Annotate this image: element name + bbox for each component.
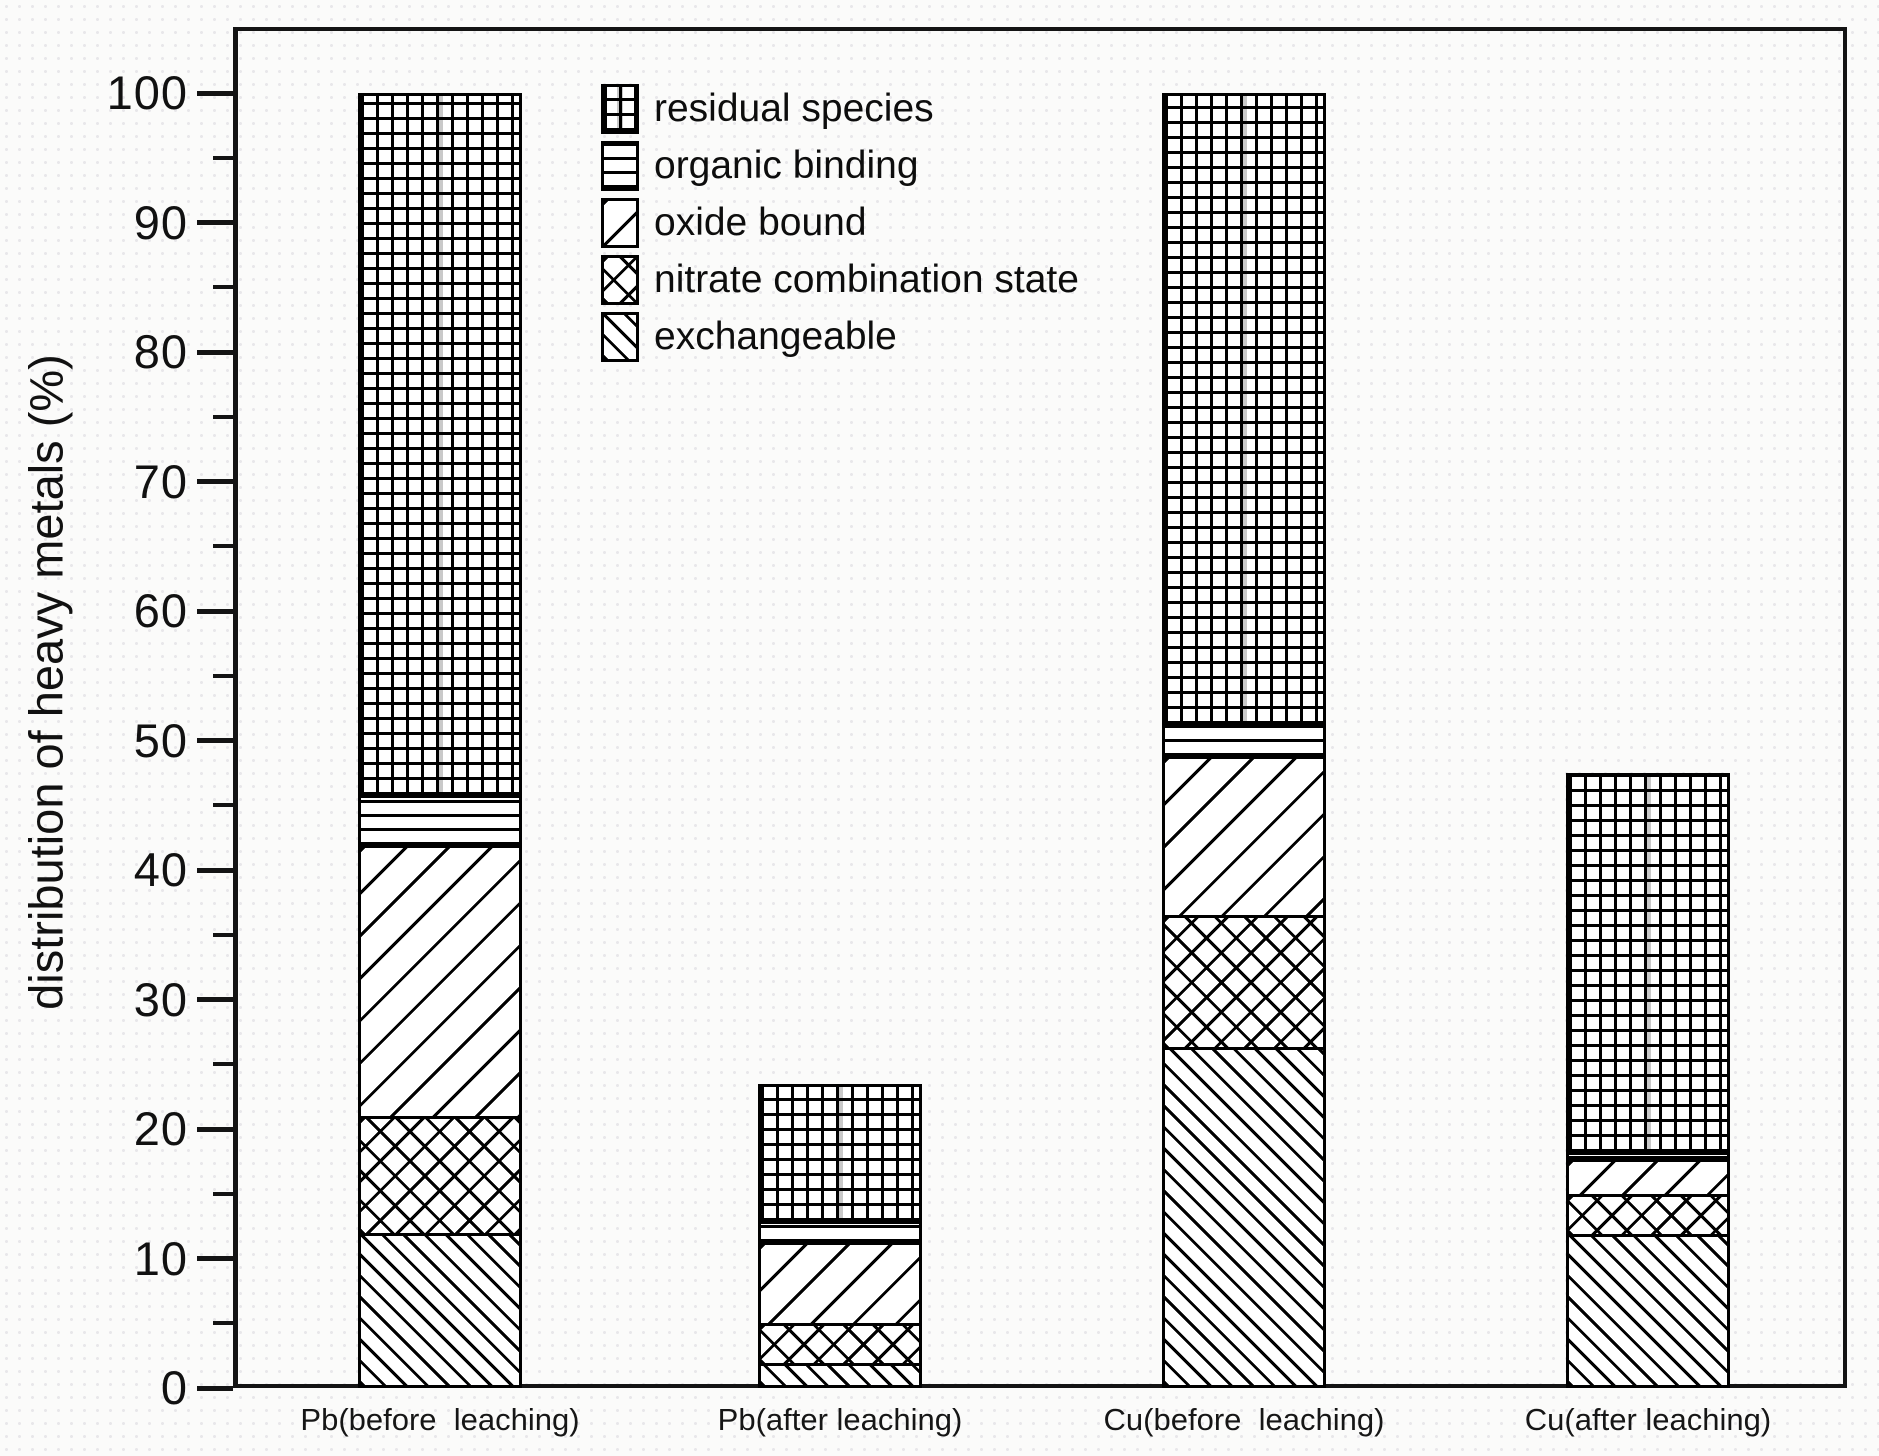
- y-axis-tick-label: 0: [160, 1361, 188, 1414]
- bar-1-segment-grid: [758, 1083, 922, 1221]
- y-axis-tick-label: 10: [133, 1231, 188, 1285]
- bar-0-segment-hlines: [358, 794, 522, 846]
- legend-item-oxide-bound: oxide bound: [601, 198, 1079, 248]
- y-axis-tick-label: 30: [133, 972, 188, 1026]
- legend-item-label: oxide bound: [654, 200, 867, 244]
- x-axis-label-1: Pb(after leaching): [717, 1402, 963, 1437]
- bar-2-segment-diag-up: [1162, 756, 1326, 916]
- y-axis-minor-tick: [213, 803, 233, 808]
- bar-3-segment-diag-down: [1566, 1233, 1730, 1388]
- bar-1-segment-hlines: [758, 1220, 922, 1242]
- legend-swatch-diag-up-icon: [601, 198, 639, 248]
- bar-3-segment-crosshatch: [1566, 1193, 1730, 1234]
- legend-swatch-diag-down-icon: [601, 312, 639, 362]
- bar-2-segment-crosshatch: [1162, 915, 1326, 1048]
- bar-3-segment-diag-up: [1566, 1158, 1730, 1194]
- bar-3-segment-grid: [1566, 772, 1730, 1153]
- y-axis-major-tick: [197, 608, 233, 614]
- y-axis-major-tick: [197, 738, 233, 743]
- y-axis-major-tick: [197, 479, 233, 484]
- legend-item-label: residual species: [654, 86, 934, 130]
- y-axis-major-tick: [197, 349, 233, 355]
- legend-swatch-crosshatch-icon: [601, 255, 639, 305]
- bar-2-segment-diag-down: [1162, 1047, 1326, 1388]
- bar-1-segment-crosshatch: [758, 1323, 922, 1364]
- legend-item-label: exchangeable: [654, 314, 897, 358]
- y-axis-major-tick: [197, 997, 233, 1002]
- y-axis-minor-tick: [213, 1062, 233, 1067]
- y-axis-minor-tick: [213, 285, 233, 290]
- y-axis-major-tick: [197, 220, 233, 225]
- y-axis-major-tick: [197, 90, 233, 96]
- y-axis-major-tick: [197, 1126, 233, 1132]
- bar-1-segment-diag-down: [758, 1363, 922, 1388]
- y-axis-tick-label: 100: [106, 66, 188, 119]
- plot-area: [233, 27, 1847, 1388]
- legend-swatch-hlines-icon: [601, 141, 639, 191]
- bar-0-segment-grid: [358, 93, 522, 795]
- y-axis-minor-tick: [213, 1191, 233, 1196]
- y-axis-major-tick: [197, 1256, 233, 1261]
- legend-item-nitrate-combination-state: nitrate combination state: [601, 255, 1079, 305]
- legend: residual species organic binding oxide bou…: [601, 84, 1079, 362]
- bar-3-segment-hlines: [1566, 1152, 1730, 1159]
- legend-item-residual-species: residual species: [601, 84, 1079, 134]
- y-axis-tick-label: 40: [133, 843, 188, 896]
- y-axis-minor-tick: [213, 414, 233, 419]
- legend-item-label: nitrate combination state: [654, 257, 1079, 301]
- x-axis-label-2: Cu(before leaching): [1103, 1402, 1385, 1437]
- y-axis-minor-tick: [213, 673, 233, 678]
- bar-0-segment-diag-up: [358, 845, 522, 1117]
- bar-0-segment-diag-down: [358, 1232, 522, 1388]
- y-axis-minor-tick: [213, 155, 233, 160]
- legend-item-label: organic binding: [654, 143, 919, 187]
- bar-2-segment-grid: [1162, 93, 1326, 724]
- y-axis-minor-tick: [213, 544, 233, 549]
- bar-2-segment-hlines: [1162, 723, 1326, 757]
- bar-1-segment-diag-up: [758, 1241, 922, 1324]
- y-axis-minor-tick: [213, 1321, 233, 1326]
- legend-item-exchangeable: exchangeable: [601, 312, 1079, 362]
- legend-swatch-grid-icon: [601, 84, 639, 134]
- bar-0-segment-crosshatch: [358, 1116, 522, 1233]
- y-axis-title: distribution of heavy metals (%): [19, 354, 73, 1010]
- y-axis-minor-tick: [213, 932, 233, 937]
- y-axis-major-tick: [197, 867, 233, 873]
- x-axis-label-0: Pb(before leaching): [300, 1402, 580, 1437]
- y-axis-tick-label: 20: [133, 1102, 188, 1155]
- y-axis-tick-label: 80: [133, 325, 188, 378]
- y-axis-major-tick: [197, 1385, 233, 1391]
- y-axis-tick-label: 60: [133, 584, 188, 637]
- legend-item-organic-binding: organic binding: [601, 141, 1079, 191]
- y-axis-tick-label: 90: [133, 195, 188, 249]
- y-axis-tick-label: 70: [133, 454, 188, 508]
- x-axis-label-3: Cu(after leaching): [1524, 1402, 1772, 1437]
- y-axis-tick-label: 50: [133, 713, 188, 767]
